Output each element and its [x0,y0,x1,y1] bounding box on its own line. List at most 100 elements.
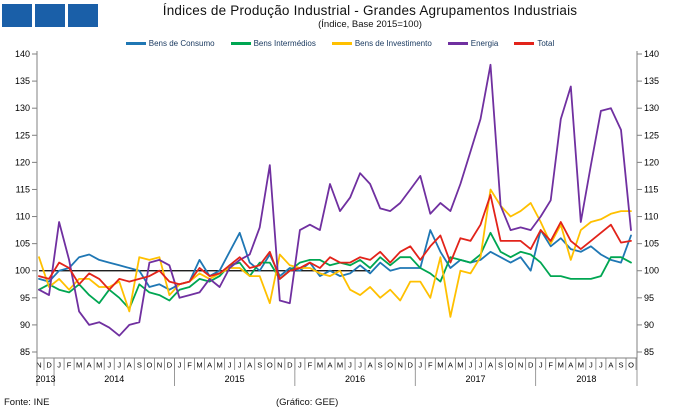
series-energia [38,63,632,337]
legend-item: Bens de Consumo [125,39,215,48]
y-tick-label-left: 130 [15,103,30,113]
year-label: 2018 [576,374,596,384]
month-label: M [317,361,323,370]
y-tick-label-right: 130 [644,103,659,113]
series-bens-intermédios [38,231,632,310]
month-label: S [498,361,503,370]
month-label: J [238,361,242,370]
month-label: N [398,361,403,370]
month-label: M [216,361,222,370]
month-label: M [96,361,102,370]
legend-swatch [447,42,468,45]
month-label: J [479,361,483,370]
y-tick-label-left: 125 [15,130,30,140]
y-tick-label-left: 115 [16,184,30,194]
month-label: J [228,361,232,370]
month-label: D [408,361,414,370]
month-label: A [488,361,493,370]
legend-item: Bens de Investimento [331,39,432,48]
month-label: F [548,361,553,370]
page-subtitle: (Índice, Base 2015=100) [318,19,422,30]
month-label: D [46,361,52,370]
chart-legend: Bens de Consumo Bens Intermédios Bens de I… [30,39,650,48]
y-tick-label-right: 135 [644,76,659,86]
month-label: J [599,361,603,370]
year-label: 2017 [465,374,485,384]
month-label: A [87,361,92,370]
legend-label: Energia [470,39,499,48]
month-label: S [378,361,383,370]
y-tick-label-right: 140 [644,49,659,59]
month-label: A [327,361,332,370]
year-label: 2014 [104,374,124,384]
month-label: J [469,361,473,370]
month-label: J [117,361,121,370]
credit-label: (Gráfico: GEE) [276,397,339,408]
month-label: N [157,361,162,370]
legend-label: Bens Intermédios [253,39,316,48]
logo-square [68,4,98,27]
month-label: J [107,361,111,370]
page-title: Índices de Produção Industrial - Grandes… [162,3,578,18]
chart-canvas: 85 85 90 90 95 95 100 100 105 105 110 110 115 115 120 1… [15,49,659,386]
legend-swatch [125,42,146,45]
y-tick-label-right: 105 [644,239,659,249]
legend-item: Total [514,39,554,48]
y-tick-label-left: 135 [15,76,30,86]
logo-square [35,4,65,27]
y-tick-label-right: 115 [644,184,658,194]
legend-item: Bens Intermédios [230,39,316,48]
source-label: Fonte: INE [4,397,50,408]
month-label: A [207,361,212,370]
year-label: 2013 [36,374,56,384]
year-label: 2016 [345,374,365,384]
y-tick-label-right: 85 [644,347,654,357]
legend-label: Total [537,39,555,48]
month-label: J [348,361,352,370]
y-tick-label-right: 100 [644,266,659,276]
y-tick-label-left: 95 [20,293,30,303]
legend-label: Bens de Consumo [148,39,215,48]
legend-swatch [514,42,535,45]
y-tick-label-right: 120 [644,157,659,167]
month-label: F [428,361,433,370]
legend-swatch [331,42,352,45]
month-label: A [127,361,132,370]
month-label: M [337,361,343,370]
month-label: F [308,361,313,370]
month-label: O [387,361,393,370]
month-label: O [508,361,514,370]
month-label: O [267,361,273,370]
series-bens-de-investimento [38,188,632,318]
month-label: D [528,361,534,370]
y-tick-label-left: 120 [15,157,30,167]
y-tick-label-right: 125 [644,130,659,140]
y-tick-label-left: 140 [15,49,30,59]
y-tick-label-left: 85 [20,347,30,357]
month-label: O [146,361,152,370]
month-label: A [448,361,453,370]
logo-square [2,4,32,27]
month-label: N [36,361,41,370]
month-label: A [247,361,252,370]
y-tick-label-left: 105 [15,239,30,249]
y-tick-label-right: 95 [644,293,654,303]
header: Índices de Produção Industrial - Grandes… [70,3,670,30]
month-label: D [287,361,293,370]
month-label: F [187,361,192,370]
month-label: M [196,361,202,370]
month-label: J [539,361,543,370]
month-label: M [437,361,443,370]
month-label: J [57,361,61,370]
month-label: J [358,361,362,370]
month-label: A [608,361,613,370]
legend-label: Bens de Investimento [354,39,432,48]
month-label: J [178,361,182,370]
month-label: A [368,361,373,370]
month-label: D [167,361,173,370]
month-label: S [257,361,262,370]
month-label: N [518,361,523,370]
month-label: J [298,361,302,370]
y-tick-label-left: 100 [15,266,30,276]
